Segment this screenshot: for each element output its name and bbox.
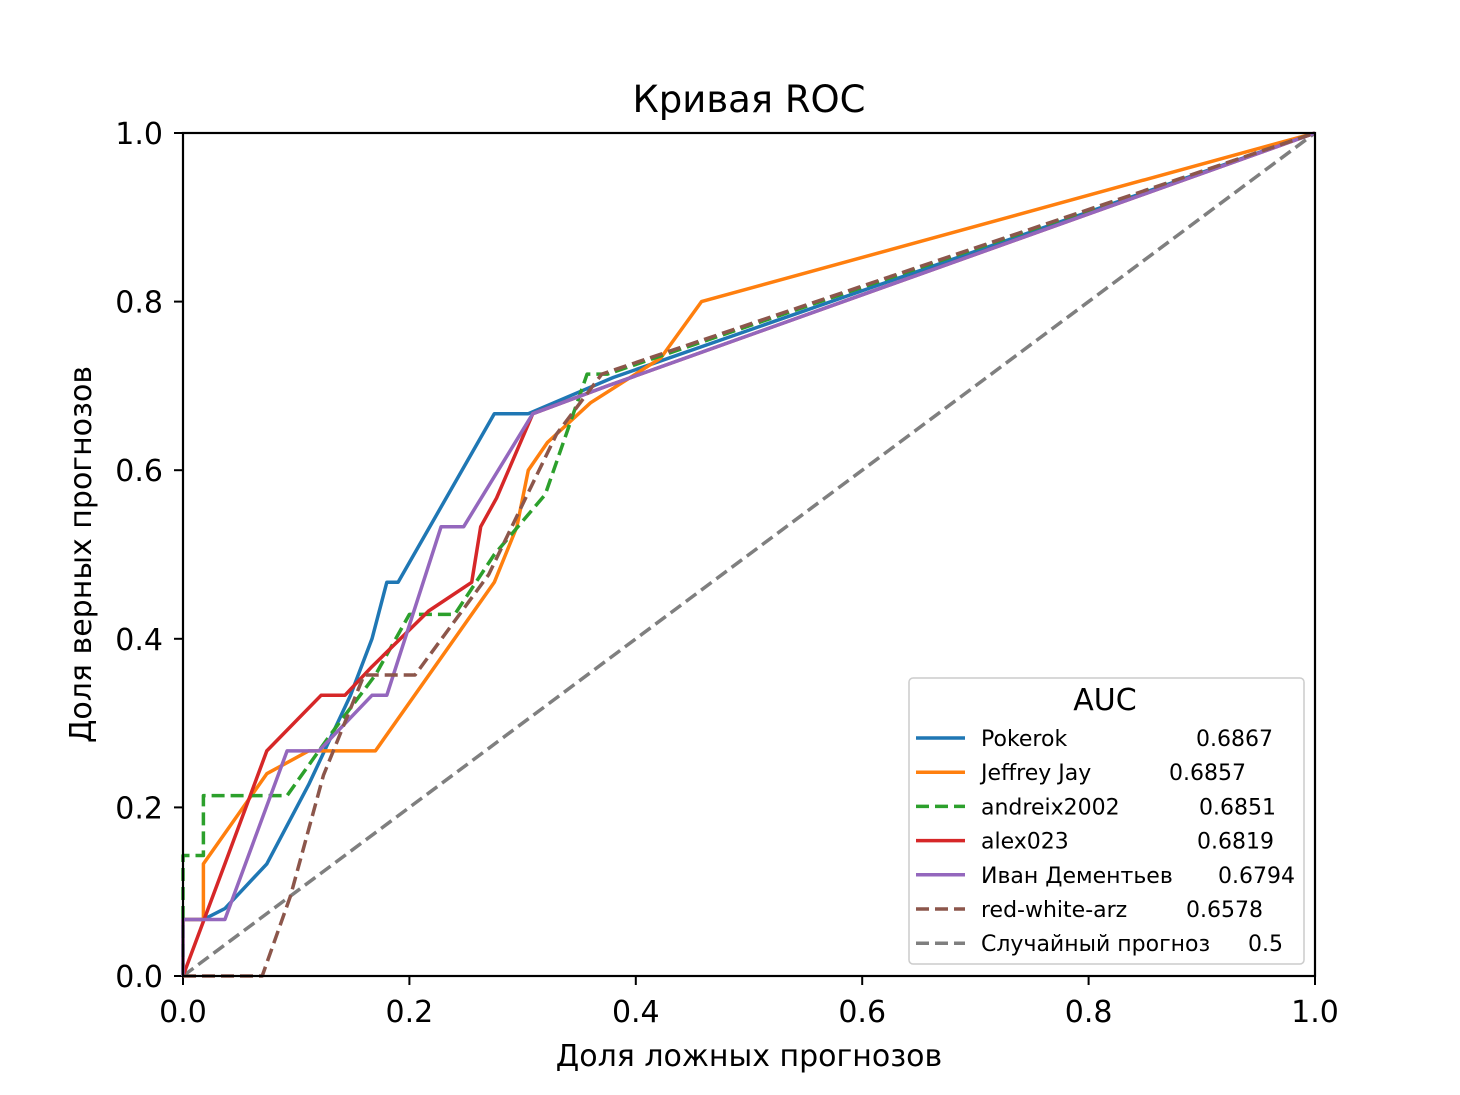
series-line-pokerok [181, 131, 1316, 976]
y-tick-label: 0.8 [115, 286, 163, 321]
legend-auc-value: 0.6857 [1169, 761, 1246, 786]
legend-auc-value: 0.6867 [1196, 727, 1273, 752]
legend-label: Jeffrey Jay [979, 761, 1091, 786]
y-tick-label: 0.2 [115, 791, 163, 826]
legend-auc-value: 0.5 [1248, 932, 1283, 957]
legend-label: alex023 [981, 830, 1069, 855]
legend-auc-value: 0.6819 [1197, 830, 1274, 855]
x-tick-label: 0.6 [838, 995, 886, 1030]
x-tick-label: 1.0 [1291, 995, 1339, 1030]
x-tick-label: 0.0 [159, 995, 207, 1030]
legend: AUC Pokerok 0.6867 Jeffrey Jay 0.6857 andrei… [908, 677, 1305, 965]
series-lines [181, 131, 1317, 978]
legend-label: red-white-arz [981, 898, 1127, 923]
x-tick-label: 0.8 [1065, 995, 1113, 1030]
chart-title: Кривая ROC [633, 78, 866, 121]
legend-label: Pokerok [981, 727, 1067, 752]
legend-label: Случайный прогноз [981, 932, 1210, 957]
series-line-red-white-arz [183, 131, 1316, 978]
y-tick-label: 0.0 [115, 960, 163, 995]
legend-auc-value: 0.6794 [1218, 864, 1295, 889]
x-tick-label: 0.2 [386, 995, 434, 1030]
y-tick-label: 0.4 [115, 623, 163, 658]
plot-frame [181, 131, 1317, 978]
y-tick-label: 0.6 [115, 454, 163, 489]
x-axis-ticks: 0.0 0.2 0.4 0.6 0.8 1.0 [159, 976, 1339, 1030]
legend-label: andreix2002 [981, 795, 1120, 820]
x-axis-label: Доля ложных прогнозов [556, 1039, 942, 1074]
y-axis-label: Доля верных прогнозов [64, 366, 99, 743]
series-line-иван-дементьев [181, 131, 1316, 976]
x-tick-label: 0.4 [612, 995, 660, 1030]
legend-title: AUC [1073, 683, 1136, 718]
legend-auc-value: 0.6851 [1199, 795, 1276, 820]
y-tick-label: 1.0 [115, 117, 163, 152]
series-line-случайный-прогноз [181, 131, 1317, 978]
series-line-jeffrey-jay [181, 131, 1316, 976]
legend-box [908, 677, 1305, 965]
legend-label: Иван Дементьев [981, 864, 1173, 889]
y-axis-ticks: 0.0 0.2 0.4 0.6 0.8 1.0 [115, 117, 183, 995]
legend-auc-value: 0.6578 [1186, 898, 1263, 923]
